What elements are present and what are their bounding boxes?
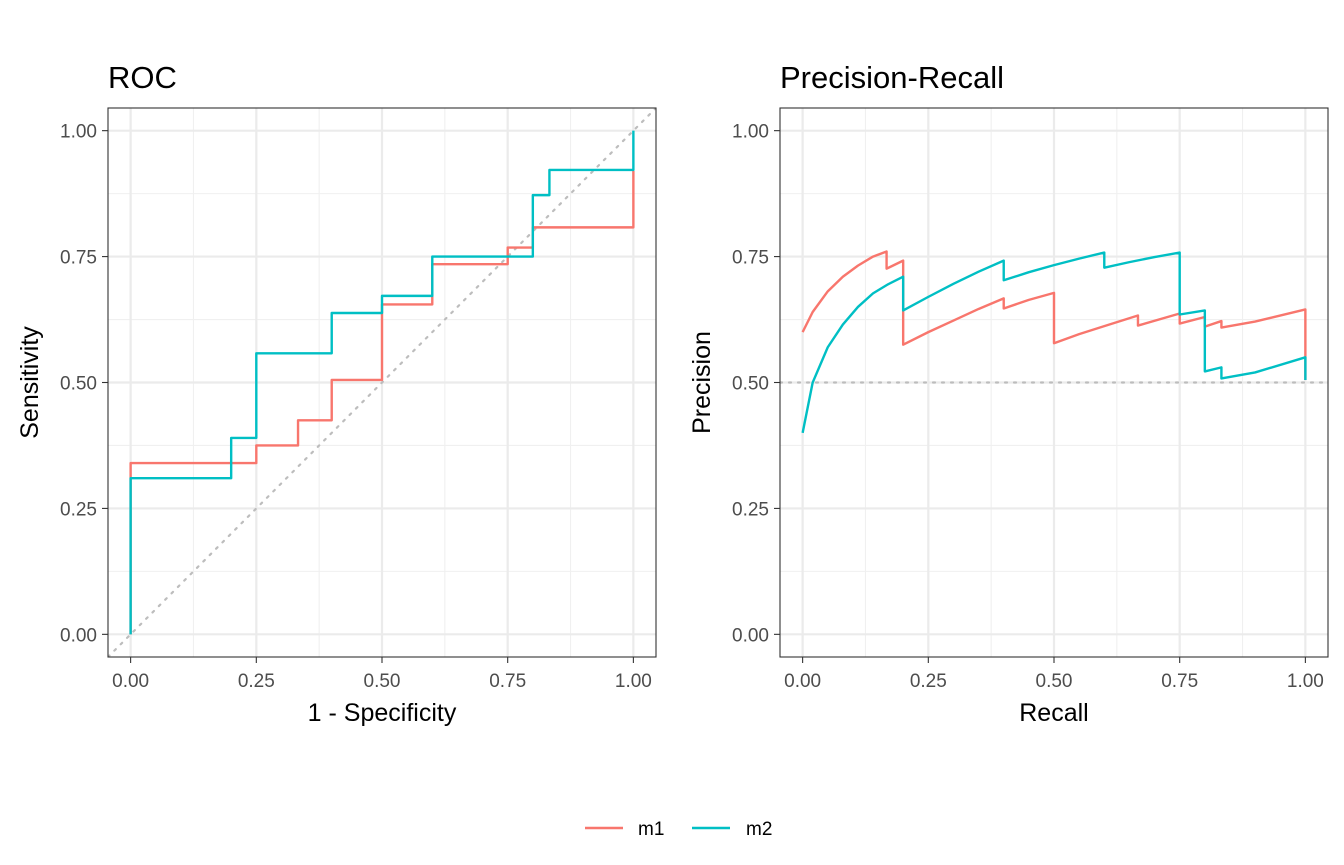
x-tick-label: 0.75 [489, 671, 526, 692]
legend-label-m2: m2 [746, 819, 772, 840]
y-tick-label: 0.50 [60, 374, 97, 395]
x-tick-label: 0.75 [1161, 671, 1198, 692]
x-tick-label: 0.25 [910, 671, 947, 692]
reference-diagonal-line [108, 108, 656, 657]
x-axis-title: 1 - Specificity [308, 699, 457, 727]
y-tick-label: 0.25 [60, 499, 97, 520]
x-axis-title: Recall [1019, 699, 1088, 727]
plot-area [108, 108, 656, 657]
x-tick-label: 0.00 [112, 671, 149, 692]
y-tick-label: 0.25 [732, 499, 769, 520]
x-tick-label: 0.50 [1036, 671, 1073, 692]
series-line-m2 [129, 130, 635, 635]
y-tick-label: 0.00 [732, 625, 769, 646]
y-tick-label: 1.00 [732, 122, 769, 143]
y-tick-label: 0.75 [732, 248, 769, 269]
chart-title: ROC [108, 60, 177, 95]
y-axis-title: Precision [688, 331, 716, 434]
y-tick-label: 0.75 [60, 248, 97, 269]
x-tick-label: 0.25 [238, 671, 275, 692]
legend: m1 m2 [585, 819, 772, 840]
y-axis-title: Sensitivity [16, 326, 44, 439]
y-tick-label: 0.00 [60, 625, 97, 646]
x-tick-label: 1.00 [1287, 671, 1324, 692]
chart-title: Precision-Recall [780, 60, 1004, 95]
panel-precision-recall: 0.00 0.25 0.50 0.75 1.00 0.00 0.25 0.50 0.75 1.00… [688, 60, 1329, 727]
x-tick-label: 0.00 [784, 671, 821, 692]
panel-roc: 0.00 0.25 0.50 0.75 1.00 0.00 0.25 0.50 0.75 1.00… [16, 60, 657, 727]
legend-label-m1: m1 [638, 819, 664, 840]
x-tick-label: 0.50 [364, 671, 401, 692]
x-tick-label: 1.00 [615, 671, 652, 692]
series-line-m2 [801, 251, 1307, 434]
y-tick-label: 0.50 [732, 374, 769, 395]
plot-area [780, 250, 1328, 434]
y-tick-label: 1.00 [60, 122, 97, 143]
